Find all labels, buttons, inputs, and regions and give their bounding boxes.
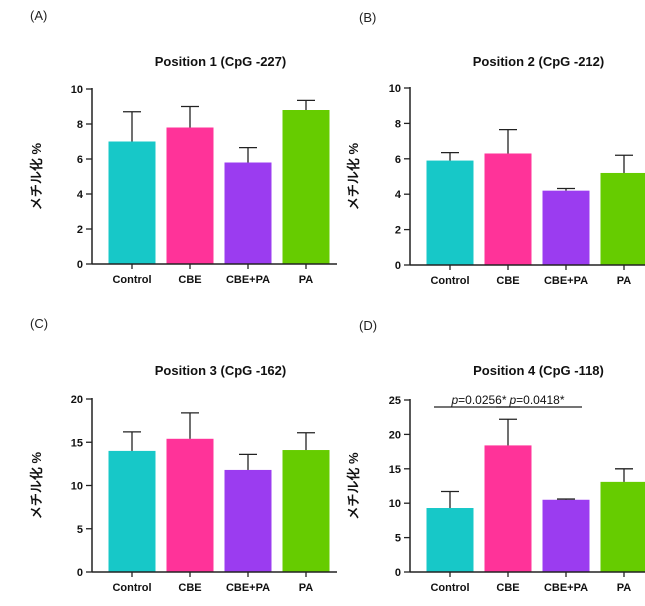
bar-cbe-pa [224, 469, 272, 572]
bar-pa [282, 450, 330, 572]
significance-label: p=0.0418* [508, 393, 564, 407]
bar-cbe-pa [542, 190, 590, 265]
y-tick-label: 5 [77, 524, 83, 536]
bar-pa [282, 110, 330, 264]
chart-title: Position 3 (CpG -162) [155, 363, 286, 378]
bar-cbe [166, 127, 214, 264]
bar-cbe-pa [542, 499, 590, 572]
y-axis-label: メチル化 % [29, 142, 44, 210]
bar-pa [600, 172, 645, 265]
y-tick-label: 2 [77, 224, 83, 236]
chart-title: Position 4 (CpG -118) [473, 363, 604, 378]
significance-label: p=0.0256* [450, 393, 506, 407]
y-tick-label: 25 [389, 395, 401, 407]
x-tick-label: CBE [496, 582, 519, 594]
bar-control [426, 160, 474, 265]
y-tick-label: 20 [389, 429, 401, 441]
y-tick-label: 20 [71, 394, 83, 406]
panel-label: (A) [30, 8, 47, 23]
x-tick-label: CBE+PA [226, 274, 270, 286]
bar-cbe [484, 153, 532, 265]
bar-control [426, 508, 474, 572]
x-tick-label: PA [299, 582, 314, 594]
x-tick-label: PA [299, 274, 314, 286]
y-tick-label: 10 [389, 498, 401, 510]
y-tick-label: 5 [395, 533, 401, 545]
x-tick-label: CBE+PA [544, 275, 588, 287]
chart-panel-4: (D) Position 4 (CpG -118) メチル化 % 0 5 10 15 20 25… [346, 318, 645, 594]
y-tick-label: 6 [77, 154, 83, 166]
chart-title: Position 2 (CpG -212) [473, 54, 604, 69]
chart-title: Position 1 (CpG -227) [155, 54, 286, 69]
y-tick-label: 15 [389, 464, 401, 476]
x-tick-label: CBE+PA [544, 582, 588, 594]
y-tick-label: 4 [395, 189, 402, 201]
chart-panel-1: (A) Position 1 (CpG -227) メチル化 % 0 2 4 6 8 10 Con… [29, 8, 337, 286]
x-tick-label: Control [112, 274, 151, 286]
y-tick-label: 0 [77, 567, 83, 579]
y-tick-label: 4 [77, 189, 84, 201]
y-tick-label: 2 [395, 225, 401, 237]
y-tick-label: 8 [77, 119, 83, 131]
x-tick-label: PA [617, 582, 632, 594]
y-tick-label: 0 [77, 259, 83, 271]
x-tick-label: Control [430, 582, 469, 594]
y-tick-label: 6 [395, 154, 401, 166]
y-tick-label: 0 [395, 260, 401, 272]
panel-label: (B) [359, 10, 376, 25]
panel-label: (D) [359, 318, 377, 333]
x-tick-label: Control [430, 275, 469, 287]
x-tick-label: CBE [178, 582, 201, 594]
bar-control [108, 141, 156, 264]
x-tick-label: PA [617, 275, 632, 287]
y-tick-label: 15 [71, 437, 83, 449]
chart-panel-2: (B) Position 2 (CpG -212) メチル化 % 0 2 4 6 8 10 Con… [346, 10, 645, 287]
y-tick-label: 0 [395, 567, 401, 579]
y-tick-label: 10 [71, 481, 83, 493]
chart-panel-3: (C) Position 3 (CpG -162) メチル化 % 0 5 10 15 20 Co… [29, 316, 337, 594]
x-tick-label: Control [112, 582, 151, 594]
y-tick-label: 8 [395, 118, 401, 130]
y-tick-label: 10 [71, 84, 83, 96]
x-tick-label: CBE [178, 274, 201, 286]
bar-control [108, 450, 156, 572]
y-tick-label: 10 [389, 83, 401, 95]
y-axis-label: メチル化 % [346, 452, 361, 520]
y-axis-label: メチル化 % [29, 451, 44, 519]
bar-pa [600, 481, 645, 572]
x-tick-label: CBE [496, 275, 519, 287]
bar-cbe-pa [224, 162, 272, 264]
x-tick-label: CBE+PA [226, 582, 270, 594]
bar-cbe [484, 445, 532, 572]
panel-label: (C) [30, 316, 48, 331]
bar-cbe [166, 438, 214, 572]
y-axis-label: メチル化 % [346, 142, 361, 210]
